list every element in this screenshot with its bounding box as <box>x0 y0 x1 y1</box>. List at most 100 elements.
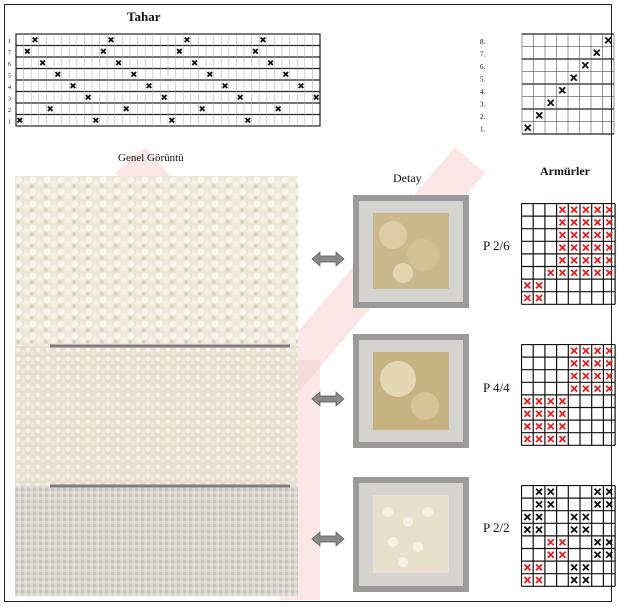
armur-red-mark <box>535 435 543 443</box>
armur-grid-p44 <box>521 344 616 446</box>
armur-red-mark <box>570 243 578 252</box>
armur-black-mark <box>582 525 590 534</box>
armur-red-mark <box>547 397 555 405</box>
armur-red-mark <box>558 397 567 405</box>
pattern-row-label: 2. <box>480 113 486 121</box>
tahar-mark <box>176 48 183 55</box>
armur-red-mark <box>523 281 531 290</box>
tahar-title: Tahar <box>127 9 161 24</box>
pattern-mark <box>570 74 578 82</box>
armur-red-mark <box>593 218 602 227</box>
tahar-mark <box>237 94 244 101</box>
tahar-mark <box>123 105 130 112</box>
tahar-mark <box>54 71 61 78</box>
tahar-mark <box>184 36 190 43</box>
armur-red-mark <box>593 206 602 214</box>
arrow-icon <box>311 391 345 407</box>
tahar-mark <box>282 71 289 78</box>
pattern-row-label: 3. <box>480 101 486 109</box>
detail-label: Detay <box>393 171 422 185</box>
pattern-mark <box>604 36 612 44</box>
pattern-mark <box>524 124 532 132</box>
armur-red-mark <box>593 347 602 355</box>
tahar-mark <box>85 94 92 101</box>
armur-black-mark <box>593 538 602 546</box>
armur-grid-p22 <box>521 485 616 587</box>
armur-red-mark <box>558 218 567 227</box>
armur-red-mark <box>593 231 602 239</box>
tahar-mark <box>108 36 114 43</box>
armur-red-mark <box>558 269 567 277</box>
armur-red-mark <box>570 372 578 380</box>
armur-red-mark <box>558 243 567 252</box>
tahar-row-label: 5 <box>8 74 11 80</box>
tahar-mark <box>39 59 46 66</box>
armur-red-mark <box>582 218 590 227</box>
armur-red-mark <box>593 256 602 264</box>
pattern-row-label: 6. <box>480 63 486 71</box>
tahar-mark <box>32 36 38 43</box>
armur-black-mark <box>523 525 531 534</box>
tahar-mark <box>206 71 213 78</box>
armur-red-mark <box>582 347 590 355</box>
armur-black-mark <box>535 488 543 496</box>
armur-red-mark <box>582 372 590 380</box>
armur-red-mark <box>535 422 543 431</box>
armur-red-mark <box>582 269 590 277</box>
armur-red-mark <box>605 206 613 214</box>
pattern-row-label: 5. <box>480 76 486 84</box>
tahar-row-label: 1 <box>8 120 11 126</box>
armur-black-mark <box>523 513 531 521</box>
tahar-mark <box>115 59 122 66</box>
armur-black-mark <box>535 513 543 521</box>
page-frame <box>4 4 612 602</box>
armur-black-mark <box>547 488 555 496</box>
armur-black-mark <box>535 525 543 534</box>
tahar-mark <box>244 117 251 124</box>
armur-red-mark <box>593 269 602 277</box>
pattern-mark <box>593 49 601 57</box>
armur-red-mark <box>582 359 590 368</box>
armur-red-mark <box>605 243 613 252</box>
armur-black-mark <box>605 488 613 496</box>
tahar-mark <box>313 94 320 101</box>
tahar-row-label: 3 <box>8 97 11 103</box>
armur-red-mark <box>605 384 613 393</box>
armur-red-mark <box>570 269 578 277</box>
armur-red-mark <box>523 435 531 443</box>
pattern-mark <box>558 86 566 94</box>
armur-black-mark <box>593 551 602 559</box>
tahar-mark <box>24 48 31 55</box>
detail-photo-p26 <box>353 195 469 308</box>
tahar-mark <box>92 117 99 124</box>
armur-red-mark <box>535 397 543 405</box>
pattern-label-p44: P 4/4 <box>483 380 510 395</box>
armur-red-mark <box>605 347 613 355</box>
pattern-label-p22: P 2/2 <box>483 520 510 535</box>
armur-black-mark <box>570 525 578 534</box>
armur-red-mark <box>558 410 567 418</box>
armur-red-mark <box>535 563 543 572</box>
armur-red-mark <box>570 347 578 355</box>
tahar-mark <box>16 117 23 124</box>
tahar-row-label: 6 <box>8 62 11 68</box>
armur-red-mark <box>547 410 555 418</box>
tahar-row-label: 4 <box>8 85 11 91</box>
armur-red-mark <box>605 256 613 264</box>
armur-red-mark <box>547 551 555 559</box>
pattern-row-label: 4. <box>480 88 486 96</box>
armur-red-mark <box>605 231 613 239</box>
tahar-mark <box>260 36 266 43</box>
armur-red-mark <box>535 410 543 418</box>
armur-red-mark <box>558 256 567 264</box>
tahar-row-label: 7 <box>8 51 11 57</box>
pattern-row-label: 1. <box>480 126 486 134</box>
tahar-mark <box>100 48 107 55</box>
armur-black-mark <box>593 488 602 496</box>
tahar-mark <box>168 117 175 124</box>
armur-label: Armürler <box>540 164 590 178</box>
fabric-general-photo <box>15 176 298 596</box>
armur-red-mark <box>593 243 602 252</box>
armur-red-mark <box>582 384 590 393</box>
draft-pattern-grid: 8. 7. 6. 5. 4. 3. 2. 1. <box>480 33 615 135</box>
